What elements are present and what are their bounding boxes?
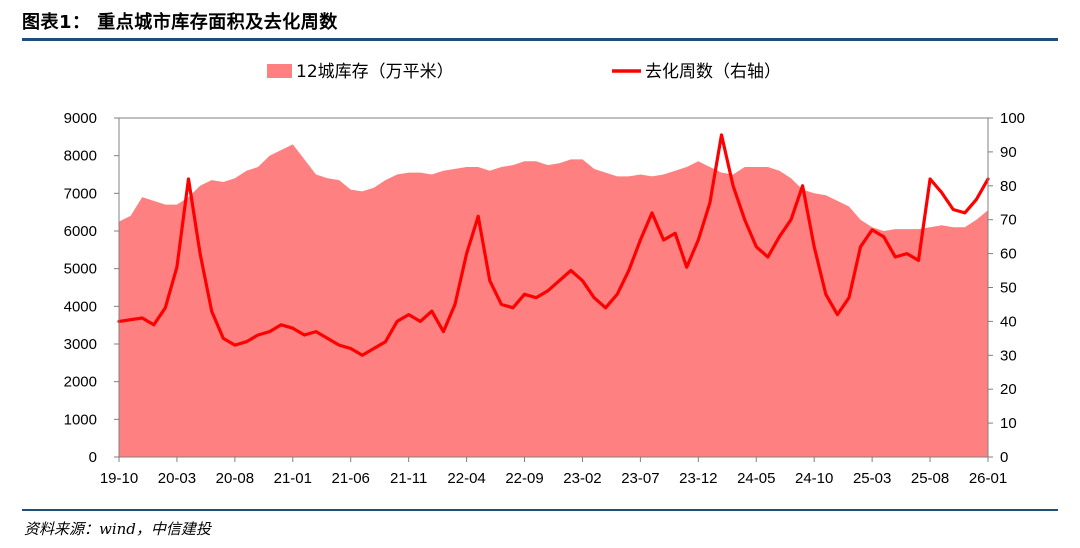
legend-swatch-inventory	[267, 64, 292, 78]
right-axis-tick-label: 70	[1000, 212, 1017, 229]
chart-legend: 12城库存（万平米） 去化周数（右轴）	[267, 62, 781, 82]
x-axis-tick-label: 23-12	[679, 470, 717, 487]
x-axis-tick-label: 23-02	[563, 470, 601, 487]
footer-rule	[22, 509, 1058, 511]
inventory-area	[119, 144, 988, 457]
right-axis-tick-label: 30	[1000, 347, 1017, 364]
right-axis-tick-label: 100	[1000, 110, 1025, 127]
left-axis-tick-label: 8000	[64, 148, 97, 165]
left-axis-tick-label: 4000	[64, 298, 97, 315]
left-axis-tick-label: 1000	[64, 411, 97, 428]
x-axis-tick-label: 24-10	[795, 470, 833, 487]
x-axis-tick-label: 20-03	[158, 470, 196, 487]
x-axis-tick-label: 21-06	[332, 470, 370, 487]
x-axis-tick-label: 25-08	[911, 470, 949, 487]
x-axis-tick-label: 24-05	[737, 470, 775, 487]
right-axis-tick-label: 20	[1000, 381, 1017, 398]
source-note: 资料来源：wind，中信建投	[24, 520, 211, 538]
left-axis-tick-label: 6000	[64, 223, 97, 240]
left-axis-tick-label: 9000	[64, 110, 97, 127]
x-axis-tick-label: 25-03	[853, 470, 891, 487]
right-axis-tick-label: 60	[1000, 246, 1017, 263]
x-axis-tick-label: 22-04	[447, 470, 485, 487]
header-rule	[22, 38, 1058, 41]
right-axis-tick-label: 0	[1000, 449, 1008, 466]
x-axis-tick-label: 21-11	[390, 470, 427, 487]
legend-label-turnover: 去化周数（右轴）	[645, 62, 781, 82]
left-axis-tick-label: 5000	[64, 261, 97, 278]
left-axis-tick-label: 2000	[64, 374, 97, 391]
right-axis-tick-label: 50	[1000, 280, 1017, 297]
turnover-line	[117, 133, 990, 357]
x-axis-tick-label: 20-08	[216, 470, 254, 487]
x-axis-tick-label: 19-10	[100, 470, 138, 487]
right-axis-tick-label: 10	[1000, 415, 1017, 432]
x-axis-tick-label: 26-01	[969, 470, 1007, 487]
left-axis-tick-label: 0	[89, 449, 97, 466]
plot-area	[117, 133, 990, 457]
legend-label-inventory: 12城库存（万平米）	[296, 62, 454, 82]
chart-axes: 0 1000 2000 3000 4000 5000 6000 7000 8000 9000 0 10…	[64, 110, 1025, 487]
left-axis-tick-label: 3000	[64, 336, 97, 353]
x-axis-tick-label: 21-01	[274, 470, 312, 487]
x-axis-tick-label: 23-07	[621, 470, 659, 487]
chart-title: 图表1： 重点城市库存面积及去化周数	[22, 12, 338, 33]
x-axis-tick-label: 22-09	[505, 470, 543, 487]
right-axis-tick-label: 90	[1000, 144, 1017, 161]
right-axis-tick-label: 80	[1000, 178, 1017, 195]
left-axis-tick-label: 7000	[64, 185, 97, 202]
right-axis-tick-label: 40	[1000, 313, 1017, 330]
